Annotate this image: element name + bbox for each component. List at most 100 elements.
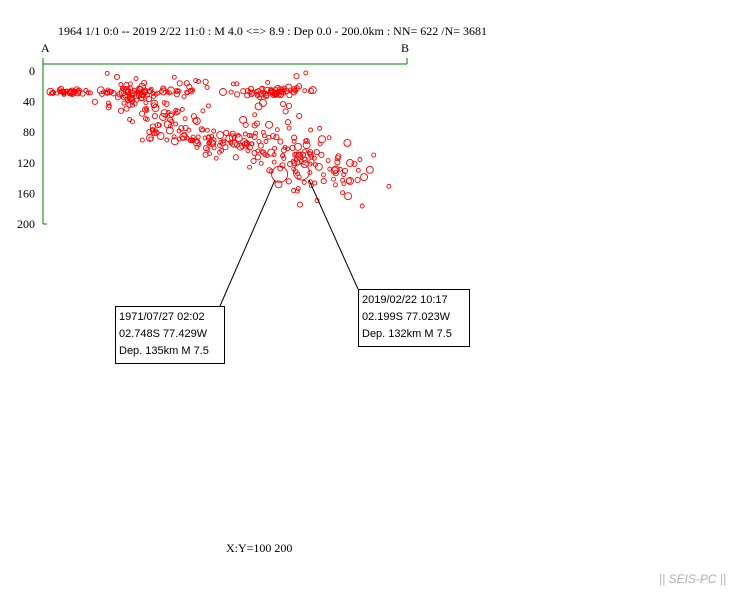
event-marker bbox=[173, 121, 179, 127]
callout-1-leader bbox=[219, 179, 276, 307]
event-marker bbox=[341, 167, 349, 174]
event-marker bbox=[145, 96, 153, 103]
event-marker bbox=[213, 155, 219, 161]
event-marker bbox=[234, 134, 243, 142]
event-marker bbox=[148, 136, 154, 142]
event-marker bbox=[194, 144, 200, 150]
event-marker bbox=[360, 173, 369, 182]
event-marker bbox=[141, 79, 148, 87]
event-marker bbox=[313, 162, 318, 168]
event-marker bbox=[280, 100, 287, 108]
event-marker bbox=[307, 170, 313, 176]
event-marker bbox=[306, 150, 312, 156]
event-marker bbox=[307, 149, 314, 156]
event-marker bbox=[130, 102, 135, 108]
event-marker bbox=[272, 86, 279, 94]
event-marker bbox=[289, 144, 296, 151]
event-marker bbox=[296, 201, 303, 208]
event-marker bbox=[258, 91, 265, 98]
event-marker bbox=[234, 81, 240, 87]
depth-tick-labels: 0 40 80 120 160 200 bbox=[17, 64, 35, 231]
event-marker bbox=[202, 135, 208, 141]
event-marker bbox=[286, 92, 293, 99]
event-marker bbox=[242, 121, 249, 128]
event-marker bbox=[196, 79, 201, 84]
event-marker bbox=[272, 145, 278, 151]
event-marker bbox=[302, 141, 311, 150]
event-marker bbox=[151, 104, 160, 113]
event-marker bbox=[156, 132, 165, 140]
event-marker bbox=[163, 100, 170, 107]
event-marker bbox=[186, 127, 192, 133]
event-marker bbox=[96, 86, 105, 95]
event-marker bbox=[371, 152, 377, 158]
event-marker bbox=[135, 91, 142, 99]
event-marker bbox=[259, 149, 265, 155]
event-marker bbox=[291, 138, 297, 144]
event-marker bbox=[247, 164, 253, 170]
event-marker bbox=[318, 151, 325, 158]
event-marker bbox=[286, 125, 292, 131]
event-marker bbox=[61, 91, 67, 97]
event-marker bbox=[254, 154, 261, 161]
event-marker bbox=[232, 154, 239, 161]
event-marker bbox=[192, 117, 201, 125]
event-marker bbox=[307, 87, 314, 95]
event-marker bbox=[205, 103, 211, 109]
event-marker bbox=[98, 90, 106, 97]
callout-1-date: 1971/07/27 02:02 bbox=[119, 311, 205, 323]
event-marker bbox=[296, 151, 303, 158]
scale-ratio-text: X:Y=100 200 bbox=[226, 541, 293, 555]
event-marker bbox=[131, 87, 137, 93]
event-marker bbox=[220, 140, 227, 147]
event-marker bbox=[265, 120, 274, 129]
event-marker bbox=[144, 116, 150, 122]
event-marker bbox=[344, 192, 353, 201]
event-marker bbox=[58, 85, 65, 92]
event-marker bbox=[282, 108, 289, 115]
event-marker bbox=[280, 153, 286, 159]
event-marker bbox=[101, 89, 106, 95]
event-marker bbox=[359, 203, 365, 209]
event-marker bbox=[218, 140, 224, 146]
event-marker bbox=[320, 178, 327, 185]
event-marker bbox=[202, 78, 209, 85]
section-start-label: A bbox=[41, 41, 50, 55]
event-marker bbox=[105, 100, 111, 106]
callout-1971-event: 1971/07/27 02:02 02.748S 77.429W Dep. 13… bbox=[115, 306, 225, 364]
event-marker bbox=[168, 111, 175, 118]
event-marker bbox=[228, 89, 234, 95]
event-marker bbox=[151, 113, 158, 120]
callout-2-location: 02.199S 77.023W bbox=[362, 311, 451, 323]
event-marker bbox=[302, 88, 308, 94]
event-marker bbox=[143, 100, 149, 106]
event-marker bbox=[341, 172, 347, 178]
event-marker bbox=[271, 159, 277, 165]
event-marker bbox=[303, 70, 309, 76]
event-marker bbox=[173, 107, 179, 113]
event-marker bbox=[292, 151, 299, 158]
event-marker bbox=[148, 86, 154, 92]
event-marker bbox=[104, 70, 110, 76]
event-marker bbox=[150, 90, 156, 96]
event-marker bbox=[287, 161, 294, 168]
event-marker bbox=[230, 81, 236, 87]
event-marker bbox=[176, 136, 182, 142]
event-marker bbox=[331, 176, 336, 182]
event-marker bbox=[354, 176, 361, 184]
event-marker bbox=[273, 85, 282, 93]
event-marker bbox=[299, 151, 307, 158]
event-marker bbox=[106, 88, 113, 95]
event-marker bbox=[277, 165, 284, 172]
event-marker bbox=[281, 155, 287, 161]
event-marker bbox=[176, 80, 183, 87]
event-marker bbox=[303, 138, 310, 145]
event-marker bbox=[186, 83, 193, 90]
callout-leaders bbox=[219, 179, 359, 307]
event-marker bbox=[287, 87, 293, 93]
depth-tick-label: 40 bbox=[23, 95, 35, 109]
event-marker bbox=[309, 154, 315, 160]
depth-tick-label: 120 bbox=[17, 156, 35, 170]
event-marker bbox=[183, 80, 190, 87]
depth-tick-label: 0 bbox=[29, 64, 35, 78]
